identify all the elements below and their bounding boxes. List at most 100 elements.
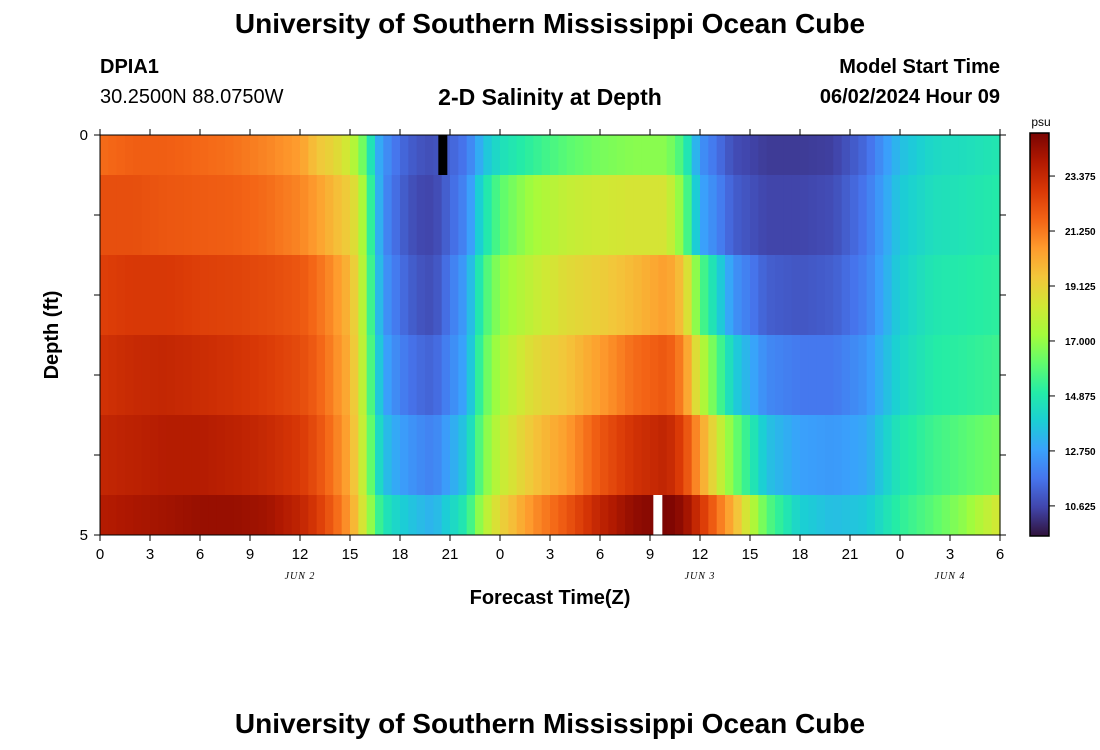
heatmap-cell [791,415,801,496]
heatmap-cell [350,335,359,416]
heatmap-cell [733,415,743,496]
heatmap-cell [250,495,259,536]
heatmap-cell [316,415,326,496]
heatmap-cell [983,335,993,416]
heatmap-cell [691,175,701,256]
heatmap-cell [341,175,351,256]
heatmap-cell [550,255,559,336]
heatmap-cell [858,175,868,256]
heatmap-cell [483,495,493,536]
heatmap-cell [141,495,151,536]
heatmap-cell [141,175,151,256]
heatmap-cell [366,135,376,176]
heatmap-cell [608,335,618,416]
heatmap-cell [541,175,551,256]
heatmap-cell [341,335,351,416]
heatmap-cell [758,175,768,256]
y-axis-title: Depth (ft) [41,291,63,380]
heatmap-cell [266,415,276,496]
heatmap-cell [891,415,901,496]
x-tick-label: 0 [96,546,104,563]
heatmap-cell [975,175,984,256]
heatmap-cell [966,335,976,416]
heatmap-cell [916,335,926,416]
heatmap-cell [733,255,743,336]
heatmap-cell [633,415,643,496]
heatmap-cells [100,135,1001,536]
model-start-label: Model Start Time [839,56,1000,78]
heatmap-cell [175,495,184,536]
heatmap-cell [308,415,318,496]
heatmap-cell [275,415,284,496]
heatmap-cell [250,255,259,336]
heatmap-cell [341,135,351,176]
heatmap-cell [750,495,759,536]
heatmap-cell [591,495,601,536]
heatmap-cell [900,135,909,176]
heatmap-cell [225,335,234,416]
heatmap-cell [191,175,201,256]
heatmap-cell [350,415,359,496]
heatmap-cell [700,415,709,496]
heatmap-cell [541,135,551,176]
heatmap-cell [383,495,393,536]
heatmap-cell [566,415,576,496]
heatmap-cell [583,415,593,496]
heatmap-cell [825,255,834,336]
heatmap-cell [866,135,876,176]
heatmap-cell [366,415,376,496]
heatmap-cell [533,415,543,496]
heatmap-cell [533,255,543,336]
heatmap-cell [158,495,168,536]
heatmap-cell [291,495,301,536]
heatmap-cell [583,175,593,256]
heatmap-cell [883,255,893,336]
heatmap-cell [866,415,876,496]
heatmap-cell [416,335,426,416]
heatmap-cell [466,175,476,256]
heatmap-cell [908,255,918,336]
heatmap-cell [241,255,251,336]
heatmap-cell [275,495,284,536]
heatmap-cell [883,175,893,256]
heatmap-cell [475,255,484,336]
heatmap-cell [108,135,118,176]
heatmap-cell [150,495,159,536]
heatmap-cell [375,255,384,336]
heatmap-cell [575,135,584,176]
heatmap-cell [458,175,468,256]
heatmap-cell [275,135,284,176]
heatmap-cell [166,495,176,536]
heatmap-cell [616,175,626,256]
heatmap-cell [358,415,368,496]
heatmap-cell [508,175,518,256]
heatmap-cell [483,175,493,256]
heatmap-cell [800,415,809,496]
heatmap-cell [291,335,301,416]
heatmap-cell [125,255,134,336]
heatmap-cell [900,495,909,536]
heatmap-cell [850,415,859,496]
heatmap-cell [208,135,218,176]
heatmap-cell [858,415,868,496]
heatmap-cell [241,135,251,176]
heatmap-cell [616,495,626,536]
heatmap-cell [566,135,576,176]
heatmap-cell [850,495,859,536]
heatmap-cell [216,495,226,536]
heatmap-cell [416,495,426,536]
heatmap-cell [783,415,793,496]
missing-data-cell [653,495,663,535]
heatmap-cell [766,255,776,336]
heatmap-cell [733,175,743,256]
heatmap-cell [366,175,376,256]
heatmap-cell [425,135,434,176]
heatmap-cell [991,255,1001,336]
heatmap-cell [591,255,601,336]
heatmap-cell [675,495,684,536]
heatmap-cell [983,255,993,336]
heatmap-cell [325,255,334,336]
heatmap-cell [625,255,634,336]
heatmap-cell [608,255,618,336]
heatmap-cell [750,175,759,256]
